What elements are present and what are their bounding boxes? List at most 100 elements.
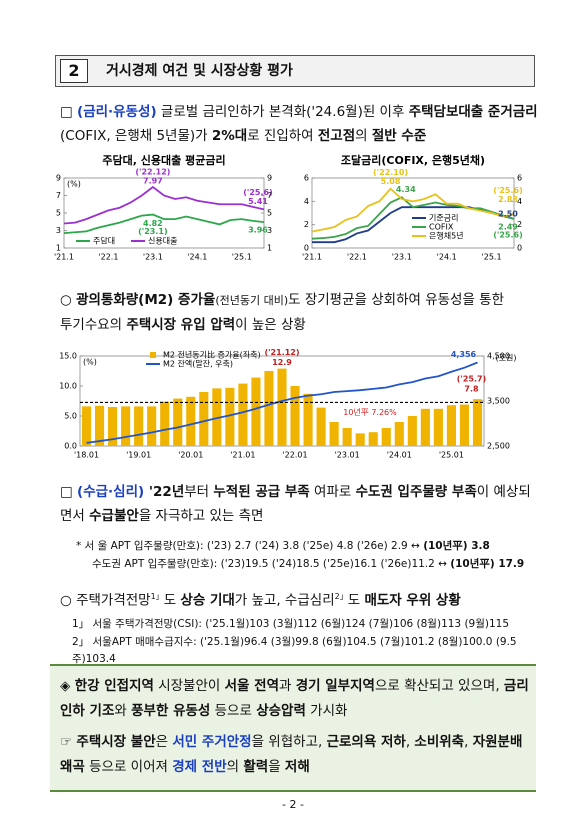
x-tick-label: '25.1 bbox=[232, 253, 252, 262]
tick-label: 6 bbox=[517, 174, 522, 183]
annotation: ('23.1) bbox=[138, 227, 168, 236]
bar bbox=[381, 428, 391, 446]
bar bbox=[121, 406, 131, 446]
bar bbox=[459, 404, 470, 446]
tick-label: 10.0 bbox=[59, 382, 77, 391]
bar bbox=[290, 386, 300, 446]
text-run: 등으로 bbox=[210, 703, 257, 719]
text-run: 으로 확산되고 있으며, bbox=[374, 678, 504, 694]
text-run: 주택담보대출 준거금리 bbox=[408, 104, 538, 120]
text-run: ○ bbox=[60, 292, 77, 308]
bar bbox=[355, 433, 365, 446]
note: 수도권 APT 입주물량(만호): ('23)19.5 ('24)18.5 ('… bbox=[92, 556, 562, 573]
bar bbox=[173, 398, 183, 446]
footnote: 1」 서울 주택가격전망(CSI): ('25.1월)103 (3월)112 (… bbox=[72, 616, 552, 633]
annotation: ('25.6) bbox=[493, 230, 523, 239]
text-run: 풍부한 유동성 bbox=[131, 703, 211, 719]
x-tick-label: '24.1 bbox=[437, 253, 457, 262]
tick-label: 5 bbox=[56, 209, 61, 218]
text-run: 부터 bbox=[184, 484, 214, 500]
summary-box: ◈ 한강 인접지역 시장불안이 서울 전역과 경기 일부지역으로 확산되고 있으… bbox=[50, 664, 536, 792]
text-run: (10년平) 3.8 bbox=[423, 540, 490, 552]
text-run: 가시화 bbox=[305, 703, 348, 719]
text-run: , bbox=[464, 734, 473, 750]
x-tick-label: '24.01 bbox=[387, 451, 412, 460]
text-run: 광의통화량(M2) 증가율 bbox=[76, 292, 216, 308]
tick-label: 0.0 bbox=[64, 442, 77, 451]
text-run: ☞ bbox=[60, 734, 77, 750]
bar bbox=[303, 393, 313, 446]
legend-swatch bbox=[150, 352, 156, 358]
section-header: 2 거시경제 여건 및 시장상황 평가 bbox=[55, 55, 535, 87]
tick-label: 4 bbox=[304, 197, 309, 206]
x-tick-label: '23.1 bbox=[392, 253, 412, 262]
text-run: , bbox=[405, 734, 415, 750]
text-run: 과 bbox=[279, 678, 296, 694]
text-run: 상승 기대 bbox=[180, 592, 235, 609]
text-run: 절반 수준 bbox=[371, 128, 427, 144]
x-tick-label: '25.01 bbox=[439, 451, 464, 460]
axis-label: (조원) bbox=[496, 354, 517, 363]
bar bbox=[407, 416, 417, 446]
text-run: □ bbox=[60, 104, 78, 120]
text-run: ◈ bbox=[60, 678, 75, 694]
legend-label: M2 잔액(말잔, 우축) bbox=[163, 359, 233, 369]
bar bbox=[264, 371, 274, 446]
axis-label: (%) bbox=[67, 180, 81, 189]
line bbox=[63, 185, 265, 225]
annotation: ('22.12) bbox=[135, 168, 170, 177]
text-run: □ bbox=[60, 484, 78, 500]
page-number: - 2 - bbox=[282, 798, 304, 811]
paragraph: □ (수급·심리) '22년부터 누적된 공급 부족 여파로 수도권 입주물량 … bbox=[60, 480, 540, 528]
plot-frame bbox=[311, 177, 515, 249]
text-run: 1」 서울 주택가격전망(CSI): ('25.1월)103 (3월)112 (… bbox=[72, 618, 510, 630]
bar bbox=[446, 405, 456, 446]
text-run: 을 위협하고, bbox=[251, 734, 327, 750]
line bbox=[86, 361, 478, 444]
x-tick-label: '25.1 bbox=[482, 253, 502, 262]
x-tick-label: '23.01 bbox=[335, 451, 360, 460]
tick-label: 1 bbox=[56, 244, 61, 253]
text-run: 전고점 bbox=[317, 128, 356, 144]
summary-line: ☞ 주택시장 불안은 서민 주거안정을 위협하고, 근로의욕 저하, 소비위축,… bbox=[60, 730, 530, 780]
line bbox=[63, 213, 265, 235]
text-run: 한강 인접지역 bbox=[74, 678, 154, 694]
tick-label: 5 bbox=[267, 209, 272, 218]
legend-label: 주담대 bbox=[93, 236, 115, 246]
x-tick-label: '21.01 bbox=[230, 451, 255, 460]
text-run: * 서 울 APT 입주물량(만호): ('23) 2.7 ('24) 3.8 … bbox=[76, 540, 424, 552]
legend-label: 신용대출 bbox=[148, 236, 177, 246]
bar bbox=[186, 396, 196, 446]
tick-label: 3 bbox=[267, 226, 272, 235]
paragraph: ○ 광의통화량(M2) 증가율(전년동기 대비)도 장기평균을 상회하여 유동성… bbox=[60, 288, 520, 337]
x-tick-label: '23.1 bbox=[143, 253, 163, 262]
annotation: 5.08 bbox=[381, 177, 401, 186]
tick-label: 0 bbox=[517, 244, 522, 253]
bar bbox=[368, 432, 378, 446]
text-run: (COFIX, 은행채 5년물)가 bbox=[60, 128, 212, 144]
legend-label: M2 전년동기比 증가율(좌축) bbox=[163, 350, 261, 360]
x-tick-label: '19.01 bbox=[126, 451, 151, 460]
tick-label: 0 bbox=[304, 244, 309, 253]
bar bbox=[394, 422, 404, 446]
x-tick-label: '24.1 bbox=[187, 253, 207, 262]
text-run: 도 bbox=[347, 592, 365, 609]
x-tick-label: '18.01 bbox=[74, 451, 99, 460]
x-tick-label: '21.1 bbox=[54, 253, 74, 262]
annotation: ('25.7) bbox=[457, 375, 487, 384]
text-run: ○ 주택가격전망 bbox=[60, 592, 151, 609]
bar bbox=[147, 406, 157, 446]
bar bbox=[199, 392, 209, 446]
text-run: 소비위축 bbox=[414, 734, 465, 750]
bar bbox=[160, 401, 170, 446]
line bbox=[311, 187, 515, 233]
legend-label: COFIX bbox=[429, 223, 454, 232]
axis-label: (%) bbox=[83, 358, 97, 367]
note: * 서 울 APT 입주물량(만호): ('23) 2.7 ('24) 3.8 … bbox=[76, 538, 556, 555]
text-run: 누적된 공급 부족 bbox=[213, 484, 310, 500]
bar bbox=[238, 383, 248, 446]
text-run: 활력 bbox=[243, 759, 269, 775]
bar bbox=[81, 406, 92, 446]
text-run: (수급·심리) bbox=[77, 484, 145, 500]
tick-label: 2 bbox=[304, 220, 309, 229]
